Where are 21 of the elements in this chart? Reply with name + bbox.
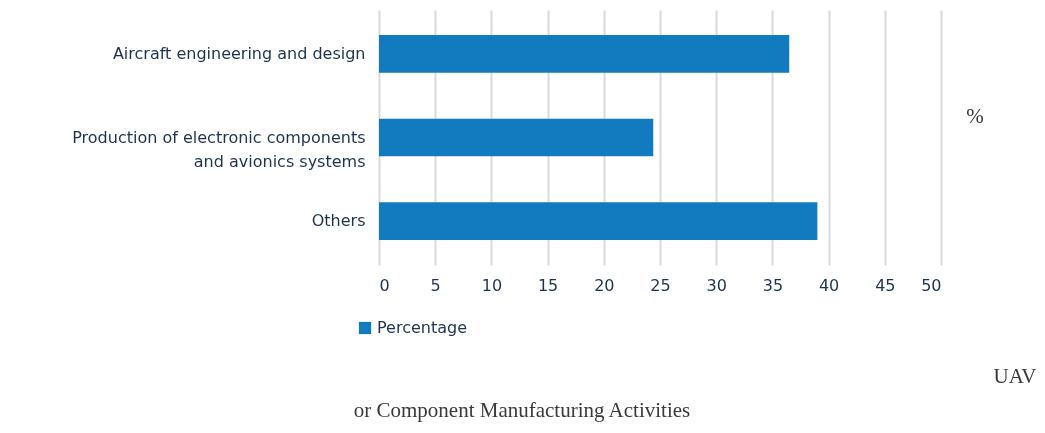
y-tick-label: Others	[311, 211, 366, 231]
x-tick-label: 45	[875, 275, 896, 295]
y-tick-label: Aircraft engineering and design	[112, 43, 366, 63]
bar	[379, 118, 654, 157]
bar	[379, 35, 790, 73]
x-tick-label: 20	[594, 275, 615, 295]
legend-label: Percentage	[377, 318, 468, 337]
x-tick-label: 40	[818, 275, 840, 295]
x-tick-label: 30	[706, 275, 727, 295]
x-tick-label: 25	[650, 275, 671, 295]
x-tick-label: 50	[921, 275, 942, 295]
y-tick-label: Production of electronic components and avionics systems	[72, 127, 366, 171]
x-tick-label: 0	[379, 275, 390, 295]
x-tick-label: 10	[481, 275, 503, 295]
text: or Component Manufacturing Activities	[353, 398, 691, 422]
x-tick-label: 5	[430, 275, 441, 295]
text: UAV	[993, 364, 1037, 388]
x-tick-label: 35	[762, 275, 784, 295]
bar	[379, 202, 818, 240]
x-tick-label: 15	[537, 275, 559, 295]
text: %	[966, 104, 984, 128]
